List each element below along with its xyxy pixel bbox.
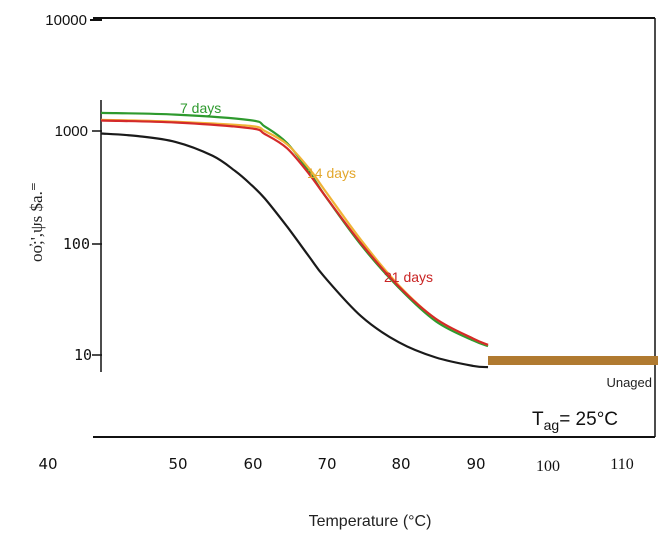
annotation-tag-rest: = 25°C (559, 409, 618, 430)
x-tick-label-60: 60 (243, 455, 262, 473)
series-label-14-days: 14 days (307, 165, 356, 181)
x-tick-label-110: 110 (610, 456, 633, 473)
unaged-label: Unaged (606, 375, 652, 390)
x-ticks: 40 50 60 70 80 90 100 110 (38, 455, 633, 475)
aging-temperature-annotation: Tag= 25°C (532, 409, 618, 433)
series-label-21-days: 21 days (384, 269, 433, 285)
x-tick-label-80: 80 (391, 455, 410, 473)
series-line-21-days (100, 119, 489, 346)
series-line-7-days (100, 111, 489, 348)
x-tick-label-90: 90 (466, 455, 485, 473)
x-axis-label: Temperature (°C) (309, 513, 432, 530)
y-axis-label: oo̓;',ψs $a.⁼ (27, 182, 46, 262)
series-line-unlabeled (100, 132, 489, 369)
annotation-tag-main: T (532, 409, 544, 430)
y-tick-label-100: 100 (63, 235, 90, 253)
unaged-band (488, 356, 658, 365)
x-tick-label-50: 50 (168, 455, 187, 473)
y-tick-label-1000: 1000 (55, 123, 88, 140)
y-tick-label-10000: 10000 (45, 12, 87, 29)
x-tick-label-100: 100 (536, 458, 560, 475)
annotation-tag-subscript: ag (544, 417, 560, 433)
series-label-7-days: 7 days (180, 100, 221, 116)
y-tick-label-10: 10 (74, 346, 92, 364)
series-layer (100, 111, 489, 369)
x-tick-label-70: 70 (317, 455, 336, 473)
x-tick-label-40: 40 (38, 455, 57, 473)
y-ticks: 10000 1000 100 10 (45, 12, 102, 364)
plot-frame (93, 17, 656, 438)
